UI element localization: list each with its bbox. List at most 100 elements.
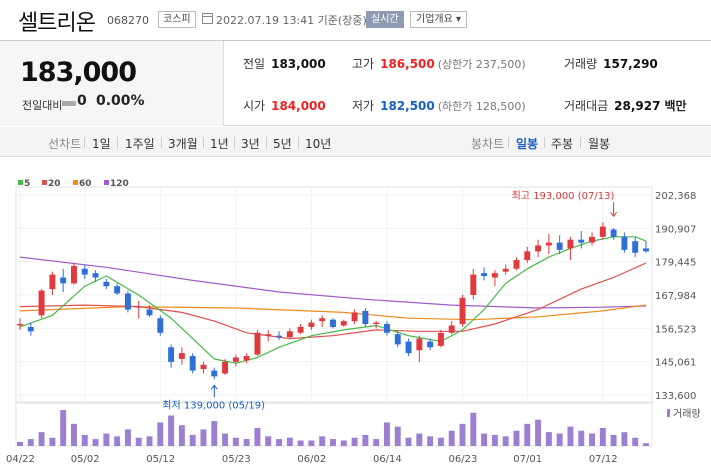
legend-label-ma5: 5 bbox=[24, 179, 30, 189]
volume-bar bbox=[643, 443, 649, 446]
legend-swatch-ma5 bbox=[18, 180, 23, 185]
volume-bar bbox=[599, 428, 606, 446]
candle-body bbox=[178, 353, 185, 359]
volume-bar bbox=[502, 436, 509, 446]
candle-chart-label: 봉차트 bbox=[471, 137, 505, 151]
low-annotation: 최저 139,000 (05/19) bbox=[162, 399, 265, 411]
y-tick-label: 190,907 bbox=[655, 224, 696, 235]
low-stat: 저가 182,500 (하한가 128,500) bbox=[352, 97, 526, 114]
period-3y[interactable]: 3년 bbox=[241, 137, 260, 151]
company-overview-dropdown[interactable]: 기업개요 ▾ bbox=[410, 11, 467, 28]
volume-bar bbox=[459, 423, 466, 446]
x-tick-label: 06/02 bbox=[297, 454, 326, 465]
prev-close-stat: 전일 183,000 bbox=[243, 55, 326, 72]
amount-label: 거래대금 bbox=[564, 99, 609, 113]
candle-body bbox=[545, 242, 552, 246]
x-tick-label: 05/02 bbox=[71, 454, 100, 465]
candle-weekly[interactable]: 주봉 bbox=[551, 137, 574, 151]
open-stat: 시가 184,000 bbox=[243, 97, 326, 114]
toolbar-divider bbox=[298, 137, 299, 148]
candle-body bbox=[459, 297, 466, 325]
volume-bar bbox=[373, 439, 380, 446]
candle-body bbox=[276, 335, 283, 338]
period-1w[interactable]: 1주일 bbox=[125, 137, 155, 151]
x-tick-label: 04/22 bbox=[6, 454, 35, 465]
candle-daily[interactable]: 일봉 bbox=[516, 137, 539, 151]
volume-bar bbox=[330, 439, 336, 446]
x-tick-label: 07/01 bbox=[513, 454, 542, 465]
candle-body bbox=[319, 318, 326, 322]
candle-body bbox=[146, 309, 153, 316]
candle-body bbox=[232, 357, 239, 362]
period-1y[interactable]: 1년 bbox=[210, 137, 229, 151]
volume-bar bbox=[319, 436, 326, 446]
candle-body bbox=[621, 236, 628, 250]
volume-bar bbox=[589, 433, 596, 446]
toolbar-divider bbox=[84, 137, 85, 148]
low-arrow-head bbox=[210, 384, 218, 390]
volume-bar bbox=[481, 433, 488, 446]
high-stat: 고가 186,500 (상한가 237,500) bbox=[352, 55, 526, 72]
candle-body bbox=[448, 325, 455, 333]
amount-value: 28,927 bbox=[614, 99, 661, 113]
low-label: 저가 bbox=[352, 99, 375, 113]
prev-close-value: 183,000 bbox=[271, 57, 326, 71]
volume-legend-label: 거래량 bbox=[673, 408, 701, 420]
volume-bar bbox=[351, 437, 358, 446]
amount-stat: 거래대금 28,927 백만 bbox=[564, 97, 687, 114]
candle-body bbox=[27, 326, 34, 332]
volume-bar bbox=[146, 436, 153, 446]
volume-bar bbox=[60, 410, 67, 446]
change-label: 전일대비 bbox=[22, 99, 63, 112]
current-price: 183,000 bbox=[20, 57, 137, 88]
volume-bar bbox=[513, 430, 520, 446]
candle-body bbox=[427, 341, 434, 348]
period-1d[interactable]: 1일 bbox=[92, 137, 111, 151]
candle-body bbox=[394, 334, 401, 345]
volume-bar bbox=[27, 439, 34, 446]
volume-bar bbox=[157, 422, 164, 446]
volume-bar bbox=[427, 436, 434, 446]
volume-bar bbox=[362, 434, 369, 446]
volume-bar bbox=[610, 434, 617, 446]
period-3m[interactable]: 3개월 bbox=[168, 137, 198, 151]
toolbar-divider bbox=[234, 137, 235, 148]
volume-bar bbox=[17, 441, 23, 446]
candle-body bbox=[405, 341, 412, 354]
change-rate: 0.00% bbox=[96, 93, 145, 109]
candle-body bbox=[114, 286, 121, 294]
candle-body bbox=[92, 273, 99, 278]
volume-bar bbox=[383, 422, 390, 446]
volume-label: 거래량 bbox=[564, 57, 598, 71]
y-tick-label: 167,984 bbox=[655, 291, 696, 302]
candle-body bbox=[189, 356, 196, 371]
period-5y[interactable]: 5년 bbox=[273, 137, 292, 151]
volume-bar bbox=[103, 433, 110, 446]
toolbar-divider bbox=[203, 137, 204, 148]
candle-body bbox=[17, 324, 23, 326]
x-tick-label: 05/12 bbox=[146, 454, 175, 465]
volume-bar bbox=[124, 429, 131, 446]
candle-body bbox=[60, 277, 67, 284]
candle-body bbox=[535, 245, 542, 252]
candle-body bbox=[610, 229, 617, 237]
volume-bar bbox=[621, 432, 628, 446]
volume-bar bbox=[243, 439, 250, 446]
toolbar-divider bbox=[117, 137, 118, 148]
candle-body bbox=[502, 268, 509, 272]
chart-period-toolbar: 선차트 1일 1주일 3개월 1년 3년 5년 10년 봉차트 일봉 주봉 월봉 bbox=[0, 127, 711, 157]
legend-label-ma60: 60 bbox=[79, 179, 92, 189]
candle-body bbox=[49, 274, 56, 290]
x-tick-label: 05/23 bbox=[222, 454, 251, 465]
calendar-icon bbox=[202, 13, 213, 24]
realtime-button[interactable]: 실시간 bbox=[366, 11, 404, 28]
y-tick-label: 179,445 bbox=[655, 258, 696, 269]
candlestick-chart[interactable]: 5 20 60 120 202,368 190,907 179,445 167,984 156,… bbox=[0, 170, 711, 467]
amount-unit: 백만 bbox=[664, 99, 687, 113]
period-10y[interactable]: 10년 bbox=[305, 137, 332, 151]
candle-monthly[interactable]: 월봉 bbox=[588, 137, 611, 151]
high-label: 고가 bbox=[352, 57, 375, 71]
volume-bar bbox=[535, 419, 542, 446]
volume-bar bbox=[524, 423, 531, 446]
volume-bar bbox=[81, 434, 88, 446]
